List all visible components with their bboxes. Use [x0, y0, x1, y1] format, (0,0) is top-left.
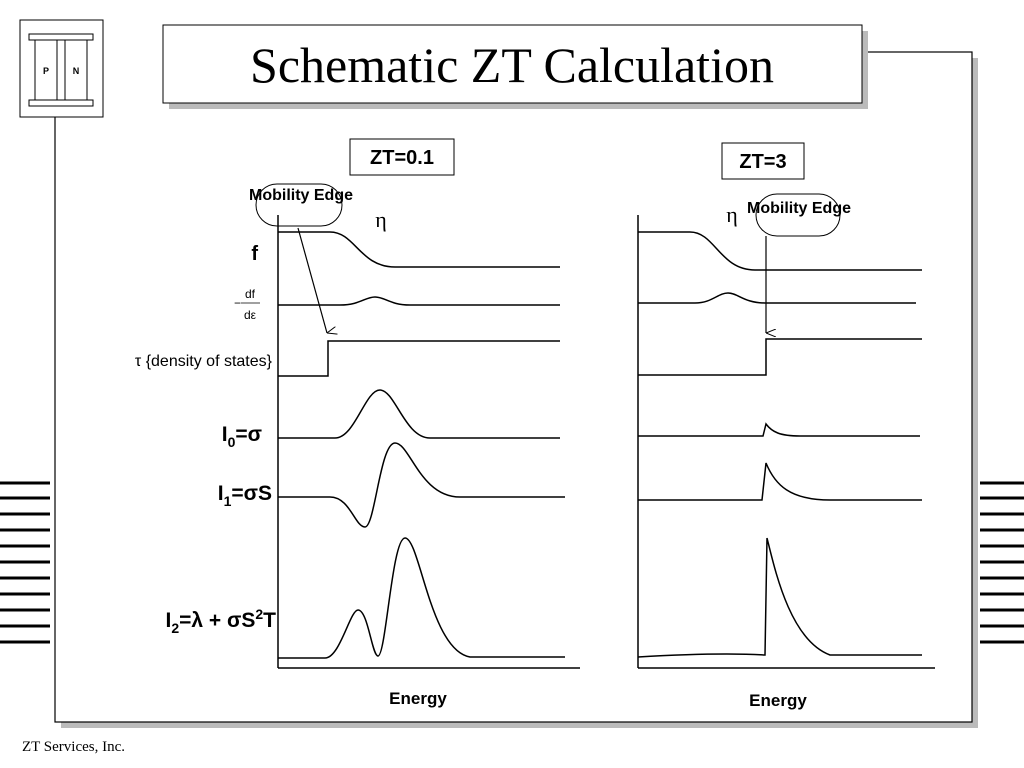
frame	[54, 51, 973, 723]
left-curves	[277, 215, 580, 669]
callout-box	[755, 193, 841, 237]
side-stripes	[0, 481, 1024, 644]
callout: Mobility Edge	[249, 187, 353, 204]
callout: Mobility Edge	[747, 200, 851, 217]
denominator: dε	[244, 308, 257, 322]
row-label: τ {density of states}	[135, 353, 273, 370]
logo: P N	[28, 33, 94, 107]
arrow	[297, 227, 327, 333]
panel-label: ZT=3	[739, 151, 786, 173]
eta: η	[375, 207, 387, 232]
row-label: I1=σS	[218, 482, 272, 509]
footer: ZT Services, Inc.	[22, 739, 125, 755]
minus: −	[234, 296, 241, 310]
logo-p: P	[43, 66, 49, 76]
panel-label: ZT=0.1	[370, 147, 434, 169]
axis-label: Energy	[749, 691, 807, 710]
panel-label-box	[349, 138, 455, 176]
title: Schematic ZT Calculation	[250, 37, 774, 93]
logo-n: N	[73, 66, 80, 76]
row-label: f	[251, 243, 258, 265]
axis-label: Energy	[389, 689, 447, 708]
eta: η	[726, 202, 738, 227]
row-label: I0=σ	[222, 423, 262, 450]
title-box	[162, 24, 863, 104]
right-curves	[637, 215, 935, 669]
numerator: df	[245, 287, 256, 301]
panel-label-box	[721, 142, 805, 180]
row-label: I2=λ + σS2T	[165, 606, 276, 636]
row-label-dfde: − df dε	[234, 287, 260, 322]
